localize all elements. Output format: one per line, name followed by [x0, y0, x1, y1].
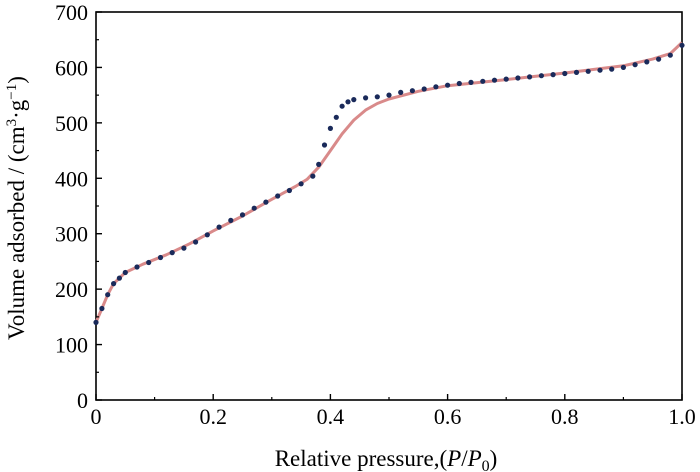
series-1-point — [193, 239, 199, 245]
x-axis-title: Relative pressure,(P/P0) — [275, 446, 498, 472]
series-1-point — [456, 80, 462, 87]
series-1-point — [363, 95, 369, 101]
series-1-point — [216, 224, 222, 230]
series-1-point — [480, 78, 486, 84]
series-1-point — [433, 84, 439, 90]
series-1-point — [421, 86, 427, 92]
y-tick-label: 700 — [55, 0, 88, 25]
series-1-point — [310, 173, 316, 179]
series-1-point — [620, 64, 627, 70]
series-1-point — [298, 181, 304, 187]
series-1-point — [327, 125, 333, 131]
series-1-point — [503, 76, 509, 82]
series-1-point — [228, 217, 234, 223]
series-1-point — [644, 59, 650, 65]
series-layer — [93, 41, 685, 325]
series-1-point — [398, 89, 404, 95]
series-1-point — [122, 269, 128, 276]
series-1-point — [239, 212, 246, 218]
series-1-point — [550, 72, 556, 78]
x-tick-label: 0.2 — [199, 404, 227, 429]
series-1-point — [93, 319, 99, 325]
x-tick-label: 0.8 — [551, 404, 579, 429]
series-1-point — [386, 92, 392, 98]
x-tick-label: 1.0 — [668, 404, 696, 429]
series-1-point — [316, 161, 322, 167]
series-1-point — [609, 66, 615, 72]
series-1-point — [181, 245, 187, 251]
x-tick-label: 0.6 — [434, 404, 462, 429]
series-1-point — [275, 193, 281, 199]
y-tick-label: 0 — [77, 388, 88, 413]
series-1-point — [116, 275, 122, 281]
y-tick-label: 400 — [55, 166, 88, 191]
series-1-point — [667, 52, 673, 58]
series-1-point — [351, 97, 357, 103]
series-1-point — [538, 73, 545, 79]
series-1-point — [679, 42, 685, 48]
series-1-point — [491, 77, 498, 83]
y-tick-label: 600 — [55, 55, 88, 80]
series-1-point — [562, 70, 568, 77]
series-1-point — [251, 205, 257, 211]
series-1-point — [286, 187, 292, 194]
series-line-0 — [94, 41, 684, 323]
series-1-point — [333, 114, 339, 120]
series-1-point — [374, 94, 380, 100]
series-1-point — [409, 88, 415, 94]
series-1-point — [515, 75, 521, 81]
series-1-point — [321, 142, 328, 148]
series-1-point — [99, 305, 105, 312]
series-1-point — [597, 67, 603, 73]
series-1-point — [468, 79, 474, 85]
series-1-point — [204, 232, 210, 238]
y-tick-label: 300 — [55, 222, 88, 247]
y-tick-label: 100 — [55, 333, 88, 358]
series-1-point — [527, 74, 533, 80]
series-1-point — [157, 254, 164, 261]
series-1-point — [134, 264, 140, 270]
y-axis-title: Volume adsorbed / (cm3·g−1) — [4, 76, 29, 340]
x-tick-label: 0 — [91, 404, 102, 429]
series-1-point — [111, 281, 117, 287]
series-1-point — [632, 62, 638, 68]
axes-layer: 0 0.2 0.4 0.6 0.8 1.0 0 100 200 300 400 500 600 700 — [55, 0, 696, 429]
x-tick-label: 0.4 — [317, 404, 345, 429]
series-1-point — [585, 68, 591, 74]
series-1-point — [105, 292, 111, 298]
series-1-point — [656, 56, 662, 62]
y-tick-label: 500 — [55, 111, 88, 136]
series-1-point — [345, 99, 351, 105]
series-1-point — [339, 103, 345, 109]
series-1-point — [573, 69, 580, 75]
series-1-point — [169, 250, 175, 256]
series-1-point — [445, 82, 451, 88]
series-1-point — [263, 199, 269, 205]
series-1-point — [146, 259, 152, 266]
y-tick-label: 200 — [55, 277, 88, 302]
